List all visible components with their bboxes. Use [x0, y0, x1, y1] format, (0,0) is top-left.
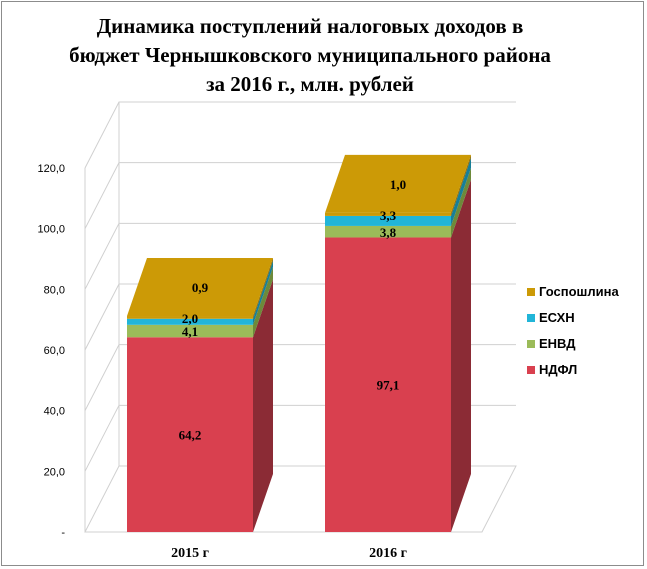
bar-segment-side — [451, 154, 471, 216]
bar-segment-front — [127, 318, 253, 325]
x-category-label: 2015 г — [171, 546, 209, 561]
chart-title: Динамика поступлений налоговых доходов в… — [69, 14, 551, 96]
bar-segment-side — [451, 179, 471, 533]
data-label: 97,1 — [377, 378, 400, 393]
y-tick-label: - — [61, 527, 65, 539]
bar-segment-side — [253, 279, 273, 532]
y-tick-label: 120,0 — [37, 163, 65, 175]
bar-segment-front — [127, 337, 253, 532]
legend-swatch — [527, 340, 535, 348]
data-label: 2,0 — [182, 311, 198, 326]
bar-segment-front — [325, 212, 451, 216]
bar-segment-side — [253, 266, 273, 338]
legend-swatch — [527, 314, 535, 322]
y-tick-label: 100,0 — [37, 224, 65, 236]
x-category-label: 2016 г — [369, 546, 407, 561]
bar-segment-front — [325, 237, 451, 533]
bar-segment-side — [451, 167, 471, 238]
data-label: 1,0 — [390, 177, 406, 192]
y-tick-label: 60,0 — [44, 345, 65, 357]
y-tick-label: 80,0 — [44, 284, 65, 296]
legend-label: НДФЛ — [539, 362, 577, 377]
bar-segment-side — [253, 260, 273, 325]
data-label: 64,2 — [179, 428, 202, 443]
bar-top — [127, 258, 273, 317]
legend-swatch — [527, 288, 535, 296]
bar-segment-front — [127, 324, 253, 338]
bar-segment-front — [325, 215, 451, 226]
y-tick-label: 20,0 — [44, 466, 65, 478]
y-tick-label: 40,0 — [44, 406, 65, 418]
gridline — [84, 101, 516, 169]
legend-label: Госпошлина — [539, 284, 619, 299]
data-label: 3,8 — [380, 225, 397, 240]
data-label: 0,9 — [192, 280, 209, 295]
bar-segment-front — [325, 225, 451, 238]
legend-swatch — [527, 366, 535, 374]
data-label: 4,1 — [182, 324, 198, 339]
bar-segment-side — [451, 157, 471, 226]
bar-top — [325, 154, 471, 213]
data-label: 3,3 — [380, 208, 397, 223]
legend-label: ЕНВД — [539, 336, 576, 351]
legend-label: ЕСХН — [539, 310, 575, 325]
bar-segment-front — [127, 316, 253, 319]
bar-segment-side — [253, 258, 273, 319]
